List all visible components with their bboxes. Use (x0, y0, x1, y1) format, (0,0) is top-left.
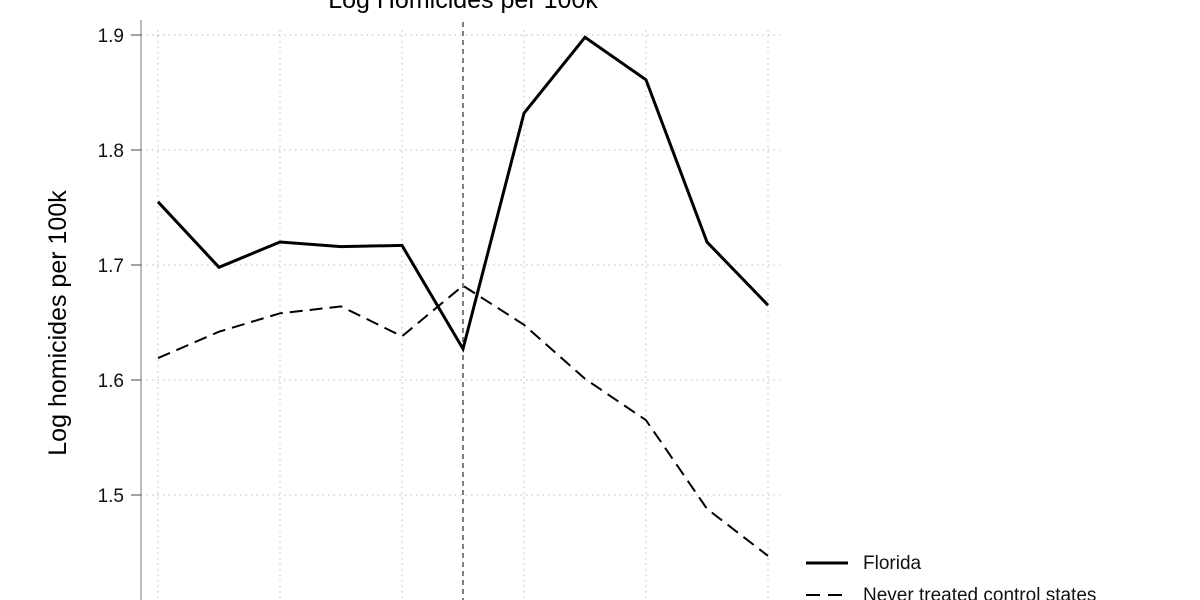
chart-title: Log Homicides per 100k (328, 0, 598, 14)
y-tick-label: 1.5 (98, 486, 124, 507)
y-axis-title: Log homicides per 100k (44, 190, 72, 456)
legend-label-florida: Florida (863, 553, 922, 574)
y-tick-label: 1.8 (98, 141, 124, 162)
legend: Florida Never treated control states (806, 553, 1096, 600)
y-axis-ticks: 1.9 1.8 1.7 1.6 1.5 (98, 26, 141, 507)
y-tick-label: 1.6 (98, 371, 124, 392)
y-tick-label: 1.9 (98, 26, 124, 47)
series-line-florida (156, 35, 770, 353)
series-group (156, 35, 770, 557)
grid (141, 30, 780, 600)
y-tick-label: 1.7 (98, 256, 124, 277)
legend-label-control-states: Never treated control states (863, 585, 1096, 600)
series-line-control-states (157, 284, 769, 557)
